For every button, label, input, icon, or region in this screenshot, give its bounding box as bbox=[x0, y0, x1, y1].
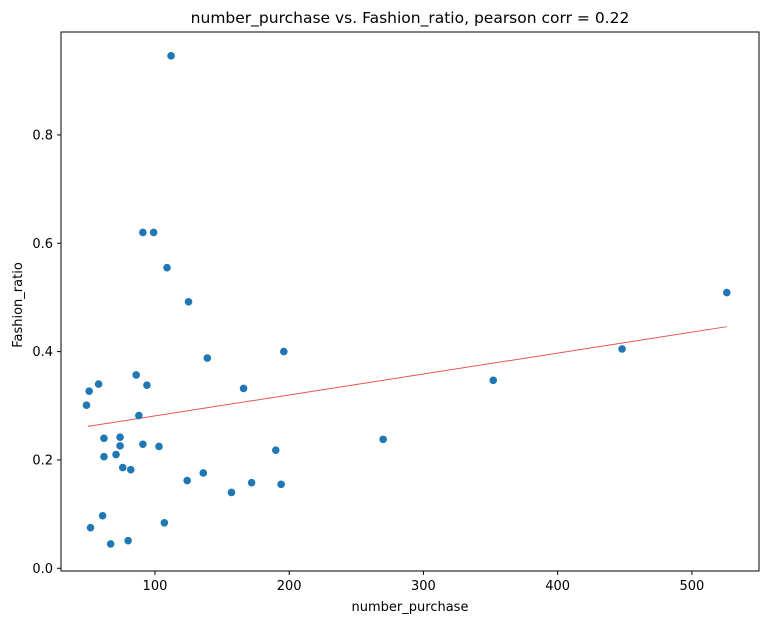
data-point bbox=[277, 480, 285, 489]
x-tick-label: 300 bbox=[411, 579, 436, 594]
data-point bbox=[139, 228, 147, 237]
x-tick-label: 400 bbox=[545, 579, 570, 594]
data-point bbox=[149, 228, 158, 237]
data-point bbox=[112, 450, 120, 459]
data-point bbox=[203, 354, 212, 362]
data-point bbox=[160, 518, 169, 527]
data-point bbox=[124, 536, 132, 545]
data-point bbox=[184, 297, 193, 306]
data-point bbox=[618, 345, 626, 353]
data-point bbox=[379, 435, 387, 444]
data-point bbox=[116, 433, 124, 441]
plot-area bbox=[60, 31, 760, 572]
data-point bbox=[98, 511, 107, 520]
data-point bbox=[116, 442, 124, 450]
data-point bbox=[85, 387, 93, 395]
y-tick-label: 0.0 bbox=[32, 562, 53, 577]
chart-title: number_purchase vs. Fashion_ratio, pears… bbox=[191, 9, 630, 28]
x-tick-label: 200 bbox=[277, 579, 302, 594]
data-point bbox=[139, 440, 147, 449]
y-tick-label: 0.4 bbox=[32, 345, 53, 360]
data-point bbox=[155, 442, 163, 451]
data-point bbox=[82, 401, 91, 410]
data-point bbox=[271, 446, 280, 454]
plot-frame bbox=[60, 31, 760, 572]
data-point bbox=[135, 411, 143, 420]
data-point bbox=[239, 384, 248, 393]
data-point bbox=[163, 263, 171, 272]
y-tick-label: 0.2 bbox=[32, 453, 53, 468]
data-point bbox=[132, 371, 140, 379]
data-point bbox=[127, 465, 135, 474]
data-point bbox=[489, 376, 498, 385]
y-tick-label: 0.8 bbox=[32, 128, 53, 143]
data-point bbox=[280, 347, 288, 356]
data-point bbox=[167, 52, 175, 60]
y-axis: 0.0 0.2 0.4 0.6 0.8 bbox=[32, 128, 61, 577]
x-axis: 100 200 300 400 500 bbox=[143, 571, 704, 594]
data-point bbox=[106, 540, 115, 548]
y-axis-label: Fashion_ratio bbox=[11, 262, 26, 348]
data-point bbox=[100, 434, 108, 443]
x-tick-label: 100 bbox=[143, 579, 168, 594]
data-point bbox=[94, 380, 103, 388]
data-point bbox=[100, 452, 108, 461]
trend-line bbox=[87, 326, 727, 427]
y-tick-label: 0.6 bbox=[32, 237, 53, 252]
x-tick-label: 500 bbox=[679, 579, 704, 594]
data-point bbox=[118, 463, 127, 472]
data-point bbox=[199, 469, 208, 477]
data-point bbox=[143, 381, 151, 389]
data-point bbox=[722, 288, 731, 297]
data-point bbox=[227, 488, 236, 497]
data-point bbox=[183, 476, 191, 485]
data-point bbox=[247, 478, 256, 487]
x-axis-label: number_purchase bbox=[352, 600, 469, 615]
data-point bbox=[86, 523, 95, 532]
